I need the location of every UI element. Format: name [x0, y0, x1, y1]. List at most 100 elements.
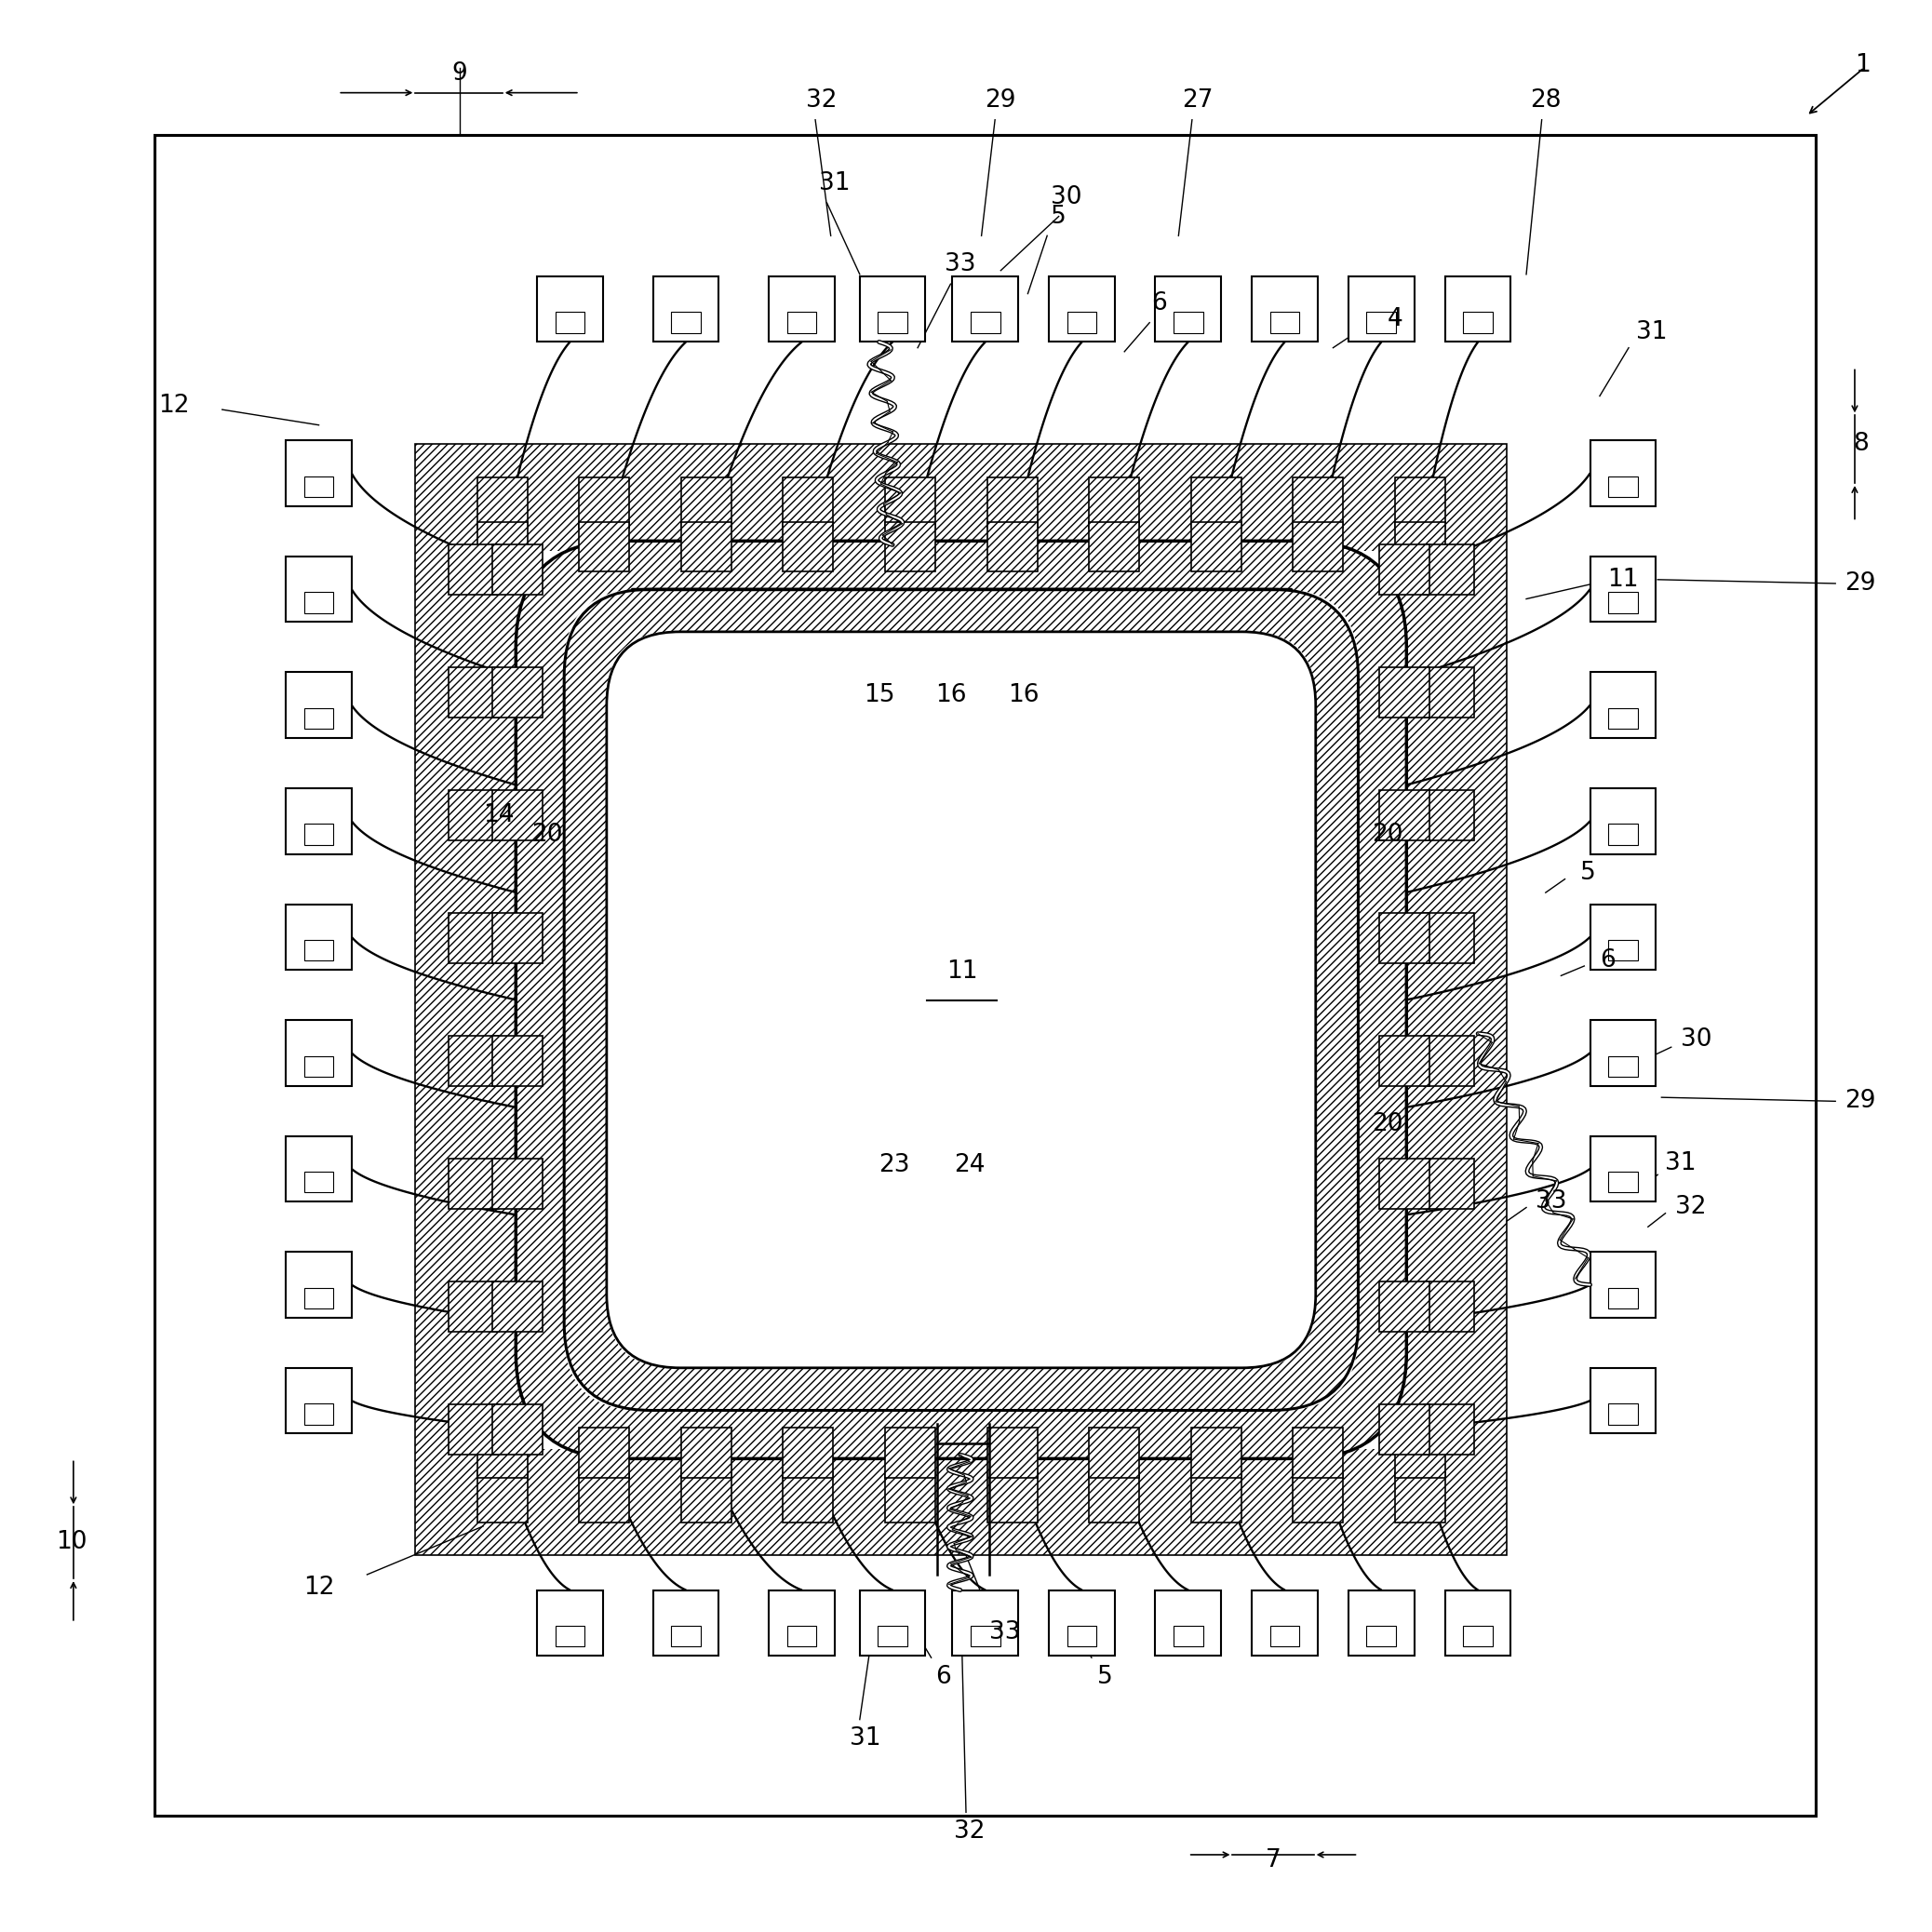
Bar — [877, 313, 908, 332]
Text: 27: 27 — [1182, 89, 1213, 112]
Bar — [554, 1627, 585, 1646]
Bar — [1590, 1020, 1656, 1086]
Text: 5: 5 — [1580, 862, 1596, 885]
Bar — [303, 825, 334, 844]
Bar — [1190, 522, 1240, 572]
Bar — [1090, 477, 1140, 527]
Bar — [1090, 1472, 1140, 1522]
Bar — [1366, 1627, 1397, 1646]
Bar — [1066, 1627, 1097, 1646]
Text: 32: 32 — [806, 89, 837, 112]
FancyBboxPatch shape — [607, 632, 1316, 1368]
Bar — [448, 545, 498, 595]
Bar — [303, 941, 334, 960]
Bar — [670, 1627, 701, 1646]
Bar — [1424, 790, 1474, 840]
Bar — [1379, 1405, 1430, 1455]
Text: 20: 20 — [1372, 823, 1403, 846]
Bar — [1424, 668, 1474, 719]
Text: 12: 12 — [303, 1577, 334, 1600]
Text: 28: 28 — [1530, 89, 1561, 112]
Bar — [970, 1627, 1001, 1646]
Text: 15: 15 — [864, 684, 895, 707]
Bar — [493, 790, 543, 840]
Bar — [1395, 1472, 1445, 1522]
Bar — [786, 313, 817, 332]
Bar — [286, 1252, 352, 1318]
Bar — [1590, 788, 1656, 854]
Bar — [860, 276, 925, 342]
Bar — [1379, 1159, 1430, 1209]
Bar — [1066, 313, 1097, 332]
Bar — [448, 1281, 498, 1331]
Bar — [493, 1281, 543, 1331]
Bar — [860, 1590, 925, 1656]
Bar — [1463, 313, 1493, 332]
Bar — [580, 522, 630, 572]
Text: 11: 11 — [1607, 568, 1638, 591]
Bar — [493, 1036, 543, 1086]
Text: 6: 6 — [935, 1665, 951, 1689]
Bar — [1252, 1590, 1318, 1656]
Bar — [1379, 545, 1430, 595]
Bar — [1424, 1405, 1474, 1455]
Bar — [286, 556, 352, 622]
Bar — [782, 522, 833, 572]
Bar — [303, 1173, 334, 1192]
Text: 24: 24 — [954, 1153, 985, 1177]
Bar — [1379, 1281, 1430, 1331]
Bar — [970, 313, 1001, 332]
Bar — [303, 709, 334, 728]
Bar — [1607, 1173, 1638, 1192]
Bar — [1173, 1627, 1204, 1646]
Text: 5: 5 — [1051, 205, 1066, 228]
Text: 29: 29 — [1845, 572, 1876, 595]
Bar — [286, 1136, 352, 1202]
Bar — [1395, 1428, 1445, 1478]
Bar — [786, 1627, 817, 1646]
Bar — [1395, 522, 1445, 572]
Text: 31: 31 — [1665, 1151, 1696, 1175]
Bar — [1395, 477, 1445, 527]
Text: 29: 29 — [985, 89, 1016, 112]
Bar — [682, 1428, 732, 1478]
Text: 29: 29 — [1845, 1090, 1876, 1113]
Bar — [1252, 276, 1318, 342]
Bar — [769, 1590, 835, 1656]
Bar — [782, 477, 833, 527]
Bar — [477, 522, 527, 572]
Text: 9: 9 — [452, 62, 468, 85]
Bar — [987, 1428, 1037, 1478]
Bar — [1590, 1252, 1656, 1318]
Bar — [952, 1590, 1018, 1656]
Bar — [286, 1368, 352, 1434]
Bar — [885, 1428, 935, 1478]
Bar — [769, 276, 835, 342]
Bar — [1293, 522, 1343, 572]
Bar — [1190, 1428, 1240, 1478]
Bar — [286, 672, 352, 738]
Text: 33: 33 — [1536, 1190, 1567, 1213]
Text: 31: 31 — [850, 1727, 881, 1750]
Bar — [1379, 1036, 1430, 1086]
FancyBboxPatch shape — [564, 589, 1358, 1410]
Bar — [448, 1159, 498, 1209]
Bar — [286, 1020, 352, 1086]
Bar — [580, 1428, 630, 1478]
Bar — [1424, 1281, 1474, 1331]
Bar — [1155, 276, 1221, 342]
FancyBboxPatch shape — [564, 589, 1358, 1410]
Bar — [1173, 313, 1204, 332]
Text: 20: 20 — [1372, 1113, 1403, 1136]
Text: 33: 33 — [989, 1621, 1020, 1644]
Bar — [554, 313, 585, 332]
Bar — [885, 1472, 935, 1522]
Bar — [1607, 941, 1638, 960]
Bar — [1269, 313, 1300, 332]
Bar — [1424, 545, 1474, 595]
Bar — [1049, 276, 1115, 342]
Text: 5: 5 — [1097, 1665, 1113, 1689]
Bar — [493, 1159, 543, 1209]
Text: 8: 8 — [1853, 433, 1868, 456]
Bar — [448, 1405, 498, 1455]
